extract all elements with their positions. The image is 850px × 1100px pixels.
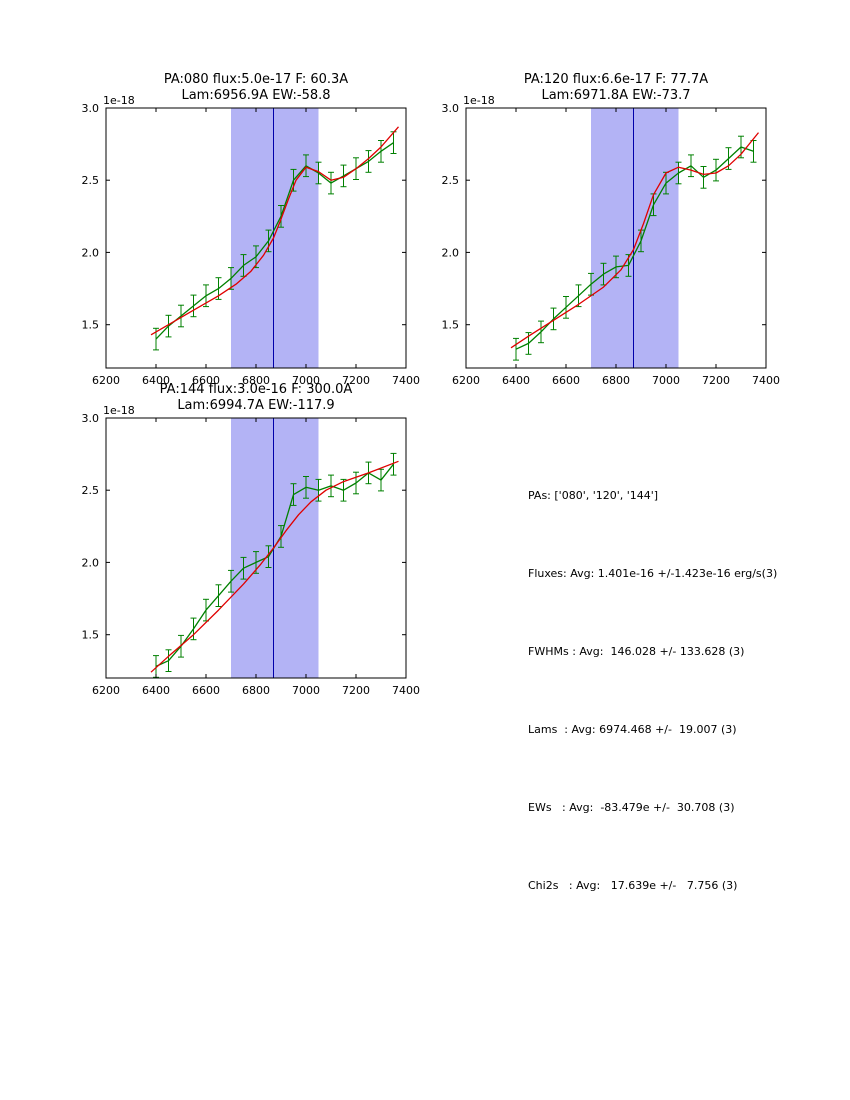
chart-title-line2: Lam:6994.7A EW:-117.9 [177, 398, 335, 413]
svg-text:6400: 6400 [502, 374, 530, 387]
svg-text:3.0: 3.0 [82, 104, 100, 115]
svg-text:7000: 7000 [292, 374, 320, 387]
chart-panel-pa-120: PA:120 flux:6.6e-17 F: 77.7A Lam:6971.8A… [406, 72, 796, 400]
chart-title-line1: PA:080 flux:5.0e-17 F: 60.3A [163, 72, 349, 87]
svg-text:1.5: 1.5 [82, 319, 100, 332]
svg-text:6200: 6200 [452, 374, 480, 387]
chart-title-line2: Lam:6971.8A EW:-73.7 [541, 88, 691, 103]
svg-text:6200: 6200 [92, 374, 120, 387]
chart-title: PA:144 flux:3.0e-16 F: 300.0A Lam:6994.7… [106, 382, 406, 414]
svg-text:2.0: 2.0 [442, 246, 460, 259]
svg-text:6600: 6600 [192, 374, 220, 387]
stats-line-chi2s: Chi2s : Avg: 17.639e +/- 7.756 (3) [528, 879, 738, 892]
svg-text:6800: 6800 [602, 374, 630, 387]
y-axis-offset-label: 1e-18 [103, 404, 135, 417]
y-axis-offset-label: 1e-18 [103, 94, 135, 107]
svg-text:2.5: 2.5 [442, 174, 460, 187]
svg-text:7400: 7400 [392, 374, 420, 387]
chart-title-line2: Lam:6956.9A EW:-58.8 [181, 88, 331, 103]
svg-text:7000: 7000 [652, 374, 680, 387]
svg-text:7000: 7000 [292, 684, 320, 697]
plot-area-pa-144: 6200 6400 6600 6800 7000 7200 7400 1.5 2.0 2.5 3.0 [82, 414, 421, 697]
stats-line-lams: Lams : Avg: 6974.468 +/- 19.007 (3) [528, 723, 737, 736]
svg-text:3.0: 3.0 [82, 414, 100, 425]
svg-text:6800: 6800 [242, 684, 270, 697]
svg-text:6400: 6400 [142, 374, 170, 387]
svg-text:7400: 7400 [752, 374, 780, 387]
y-axis-offset-label: 1e-18 [463, 94, 495, 107]
svg-text:6400: 6400 [142, 684, 170, 697]
stats-line-pas: PAs: ['080', '120', '144'] [528, 489, 659, 502]
chart-title-line1: PA:144 flux:3.0e-16 F: 300.0A [159, 382, 353, 397]
svg-text:2.5: 2.5 [82, 484, 100, 497]
svg-text:7200: 7200 [342, 684, 370, 697]
stats-panel: PAs: ['080', '120', '144'] Fluxes: Avg: … [528, 431, 777, 925]
stats-line-ews: EWs : Avg: -83.479e +/- 30.708 (3) [528, 801, 735, 814]
stats-line-fwhms: FWHMs : Avg: 146.028 +/- 133.628 (3) [528, 645, 745, 658]
chart-panel-pa-144: PA:144 flux:3.0e-16 F: 300.0A Lam:6994.7… [46, 382, 436, 710]
svg-text:6600: 6600 [552, 374, 580, 387]
svg-text:6800: 6800 [242, 374, 270, 387]
stats-line-fluxes: Fluxes: Avg: 1.401e-16 +/-1.423e-16 erg/… [528, 567, 778, 580]
svg-text:7200: 7200 [342, 374, 370, 387]
svg-text:1.5: 1.5 [442, 319, 460, 332]
plot-area-pa-080: 6200 6400 6600 6800 7000 7200 7400 1.5 2.0 2.5 3.0 [82, 104, 421, 387]
svg-text:2.0: 2.0 [82, 246, 100, 259]
chart-panel-pa-080: PA:080 flux:5.0e-17 F: 60.3A Lam:6956.9A… [46, 72, 436, 400]
svg-text:6600: 6600 [192, 684, 220, 697]
chart-title: PA:120 flux:6.6e-17 F: 77.7A Lam:6971.8A… [466, 72, 766, 104]
svg-text:7400: 7400 [392, 684, 420, 697]
svg-text:7200: 7200 [702, 374, 730, 387]
plot-area-pa-120: 6200 6400 6600 6800 7000 7200 7400 1.5 2.0 2.5 3.0 [442, 104, 781, 387]
chart-title-line1: PA:120 flux:6.6e-17 F: 77.7A [523, 72, 709, 87]
svg-text:2.5: 2.5 [82, 174, 100, 187]
chart-title: PA:080 flux:5.0e-17 F: 60.3A Lam:6956.9A… [106, 72, 406, 104]
svg-text:6200: 6200 [92, 684, 120, 697]
svg-text:1.5: 1.5 [82, 629, 100, 642]
svg-text:2.0: 2.0 [82, 556, 100, 569]
svg-text:3.0: 3.0 [442, 104, 460, 115]
